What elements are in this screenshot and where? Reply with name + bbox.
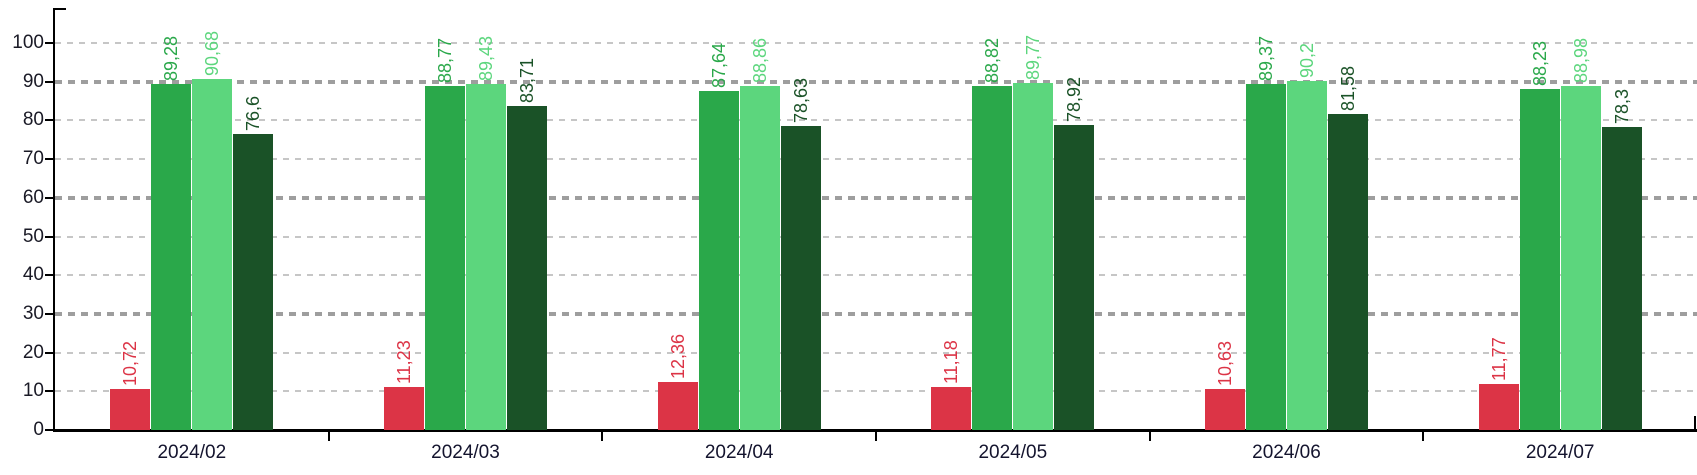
x-axis-tick [875,432,877,441]
bar-value-label: 76,6 [243,95,264,131]
bar-red-series[interactable] [1478,384,1519,430]
y-axis-tick-label: 0 [33,419,44,440]
y-axis-tick [45,274,55,277]
y-axis-tick-label: 60 [22,186,44,208]
bar-dark-green-series[interactable] [233,133,274,430]
bar-dark-green-series[interactable] [780,125,821,430]
y-axis-tick [45,235,55,238]
bar-red-series[interactable] [931,386,972,430]
bar-red-series[interactable] [657,382,698,430]
x-axis-tick [327,432,330,441]
x-axis-category-label: 2024/02 [157,442,227,463]
y-axis-tick [45,158,55,161]
y-axis-tick-label: 20 [22,341,44,363]
bar-value-label: 10,63 [1215,340,1235,386]
y-axis-tick-label: 10 [22,380,44,402]
bar-value-label: 88,98 [1570,37,1591,83]
gridline-major [55,195,1697,200]
bar-light-green-series[interactable] [1287,80,1327,430]
bar-value-label: 89,28 [161,36,182,82]
x-axis-tick [601,432,604,441]
bar-light-green-series[interactable] [192,79,233,430]
y-axis-tick [45,196,55,199]
gridline-minor [55,235,1697,238]
x-axis-tick [1422,432,1425,441]
gridline-minor [55,158,1697,161]
x-axis-right-cap [1694,416,1696,430]
y-axis-tick-label: 50 [22,225,44,247]
gridline-minor [55,390,1697,393]
gridline-minor [55,351,1697,354]
bar-value-label: 81,58 [1338,66,1358,112]
y-axis-tick-label: 90 [22,70,44,92]
y-axis-tick-label: 100 [12,32,44,53]
x-axis-category-label: 2024/07 [1525,442,1595,463]
bar-light-green-series[interactable] [1013,82,1054,430]
bar-value-label: 78,63 [790,77,811,123]
bar-green-series[interactable] [425,86,465,430]
bar-value-label: 83,71 [517,57,537,104]
bar-light-green-series[interactable] [739,86,780,430]
bar-dark-green-series[interactable] [1601,126,1642,430]
bar-green-series[interactable] [151,84,192,430]
bar-value-label: 87,64 [708,42,729,88]
bar-dark-green-series[interactable] [1054,124,1095,430]
bar-red-series[interactable] [384,386,424,430]
bar-value-label: 78,92 [1064,76,1085,122]
bar-value-label: 10,72 [120,340,141,386]
bar-green-series[interactable] [972,86,1013,430]
bar-red-series[interactable] [1205,388,1245,430]
y-axis-tick-label: 80 [22,109,44,131]
x-axis-category-label: 2024/04 [704,442,774,463]
bar-value-label: 90,2 [1297,42,1317,78]
y-axis-tick [45,80,55,83]
y-axis-tick-label: 70 [22,148,44,170]
y-axis-tick-label: 40 [22,264,44,286]
bar-value-label: 88,86 [749,38,770,84]
bar-green-series[interactable] [698,90,739,430]
y-axis-tick-label: 30 [22,302,44,324]
gridline-major [55,311,1697,316]
bar-dark-green-series[interactable] [1328,114,1368,430]
bar-value-label: 88,77 [435,38,455,84]
gridline-minor [55,42,1697,44]
bar-value-label: 78,3 [1611,88,1632,124]
y-axis-tick [45,429,55,431]
bar-value-label: 89,43 [476,35,496,81]
bar-value-label: 88,23 [1529,40,1550,86]
y-axis-top-cap [53,8,66,10]
bar-light-green-series[interactable] [466,83,506,430]
x-axis-category-label: 2024/06 [1252,442,1321,463]
bar-value-label: 89,37 [1256,36,1276,82]
bar-red-series[interactable] [110,388,151,430]
gridline-minor [55,119,1697,122]
y-axis-tick [45,312,55,315]
bar-green-series[interactable] [1519,88,1560,430]
y-axis-tick [45,390,55,393]
x-axis-category-label: 2024/05 [978,442,1048,463]
bar-green-series[interactable] [1246,84,1286,430]
bar-value-label: 89,77 [1023,34,1044,80]
bar-light-green-series[interactable] [1560,85,1601,430]
y-axis-tick [45,42,55,44]
gridline-minor [55,274,1697,277]
bar-value-label: 12,36 [667,334,688,380]
bar-value-label: 90,68 [202,31,223,77]
bar-value-label: 11,18 [941,340,962,384]
x-axis-tick [1148,432,1151,441]
x-axis-category-label: 2024/03 [431,442,500,463]
y-axis-tick [45,351,55,354]
bar-value-label: 88,82 [982,38,1003,84]
gridline-major [55,79,1697,84]
bar-dark-green-series[interactable] [507,106,547,430]
bar-value-label: 11,23 [394,339,414,384]
bar-value-label: 11,77 [1488,337,1509,382]
y-axis-tick [45,119,55,122]
y-axis-line [53,8,55,432]
x-axis-line [53,429,1697,432]
